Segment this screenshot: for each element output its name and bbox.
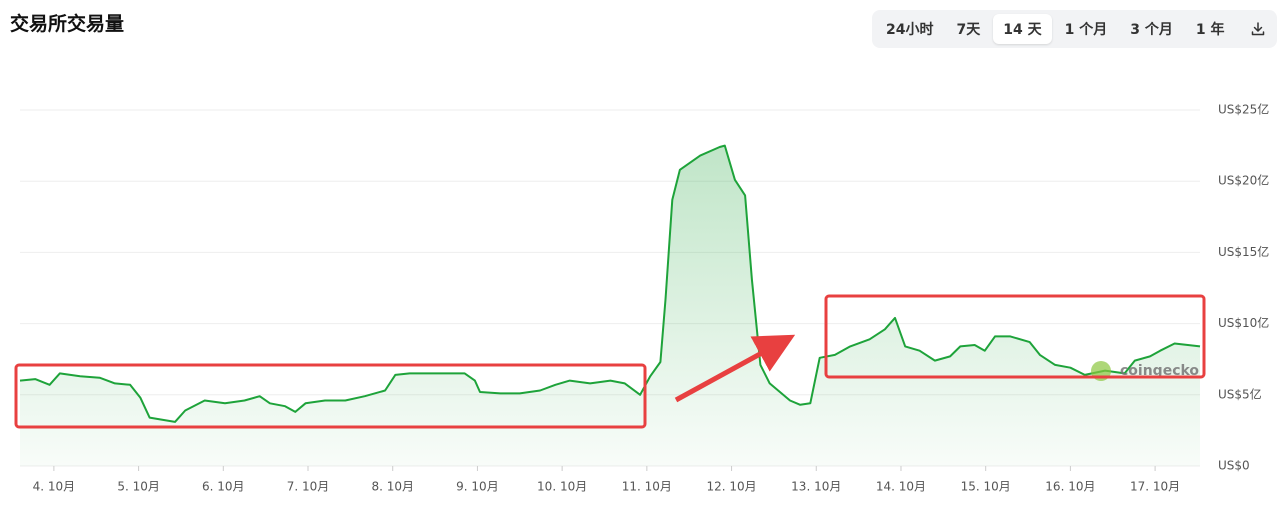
x-tick-label: 5. 10月 <box>117 480 160 494</box>
x-tick-label: 6. 10月 <box>202 480 245 494</box>
x-tick-label: 15. 10月 <box>961 480 1011 494</box>
annotation-arrow <box>674 334 796 403</box>
highlight-box <box>14 363 647 429</box>
x-tick-label: 17. 10月 <box>1130 480 1180 494</box>
x-tick-label: 13. 10月 <box>791 480 841 494</box>
y-tick-label: US$25亿 <box>1218 102 1269 117</box>
x-tick-label: 9. 10月 <box>456 480 499 494</box>
y-tick-label: US$5亿 <box>1218 386 1262 401</box>
y-tick-label: US$20亿 <box>1218 173 1269 188</box>
x-tick-label: 10. 10月 <box>537 480 587 494</box>
range-button[interactable]: 3 个月 <box>1130 22 1173 38</box>
x-tick-label: 14. 10月 <box>876 480 926 494</box>
line <box>19 144 1201 423</box>
range-button[interactable]: 1 个月 <box>1064 22 1108 38</box>
range-button[interactable]: 24小时 <box>886 22 934 38</box>
y-tick-label: US$10亿 <box>1218 315 1269 330</box>
range-toolbar: 24小时 7天 14 天 1 个月 3 个月 1 年 <box>872 10 1277 48</box>
highlight-box <box>824 294 1206 379</box>
x-tick-label: 11. 10月 <box>622 480 672 494</box>
plot: US$0 US$5亿 US$10亿 US$15亿 US$20亿 US$25亿 4. 10月 5… <box>19 102 1269 494</box>
range-button[interactable]: 14 天 <box>993 14 1052 44</box>
download-button[interactable] <box>1243 14 1273 44</box>
x-tick-label: 7. 10月 <box>287 480 330 494</box>
download-icon <box>1251 22 1265 36</box>
chart-title: 交易所交易量 <box>10 13 125 35</box>
area <box>20 145 1200 466</box>
x-tick-label: 4. 10月 <box>33 480 76 494</box>
x-tick-label: 8. 10月 <box>371 480 414 494</box>
range-button[interactable]: 7天 <box>956 22 981 38</box>
y-tick-label: US$0 <box>1218 459 1250 473</box>
watermark: coingecko <box>1120 363 1199 379</box>
y-tick-label: US$15亿 <box>1218 244 1269 259</box>
range-button[interactable]: 1 年 <box>1195 22 1225 38</box>
x-tick-label: 12. 10月 <box>706 480 756 494</box>
x-tick-label: 16. 10月 <box>1045 480 1095 494</box>
